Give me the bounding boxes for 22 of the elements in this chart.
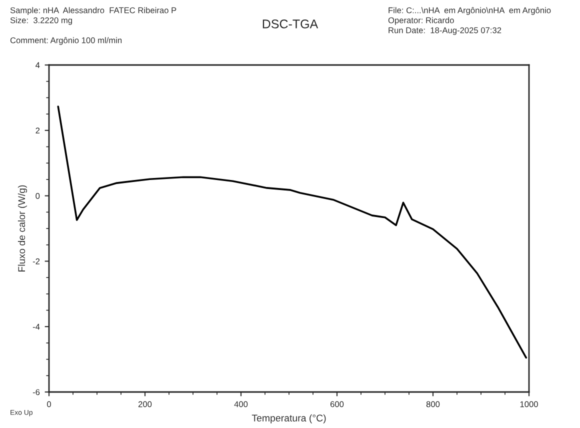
x-tick-label: 400	[234, 401, 248, 408]
y-tick-label: -2	[32, 258, 40, 264]
y-tick-label: 2	[36, 128, 40, 134]
x-tick-label: 1000	[520, 401, 538, 408]
y-tick-label: 4	[36, 62, 40, 68]
text: Comment: Argônio 100 ml/min	[10, 37, 122, 45]
text: Size: 3.2220 mg	[10, 17, 72, 25]
x-axis-title: Temperatura (°C)	[252, 414, 326, 424]
y-tick-label: -4	[32, 324, 40, 330]
x-tick-label: 200	[138, 401, 152, 408]
y-tick-label: -6	[32, 389, 40, 396]
line-series	[57, 106, 528, 359]
x-tick-label: 800	[426, 401, 440, 408]
chart-title: DSC-TGA	[262, 20, 318, 28]
text: File: C:...\nHA em Argônio\nHA em Argônio	[388, 7, 551, 15]
text: Run Date: 18-Aug-2025 07:32	[388, 27, 502, 35]
text: Operator: Ricardo	[388, 17, 454, 25]
y-tick-label: 0	[36, 193, 40, 199]
x-tick-label: 0	[47, 401, 51, 408]
text: Sample: nHA Alessandro FATEC Ribeirao P	[10, 7, 176, 15]
x-tick-label: 600	[330, 401, 344, 408]
y-axis-title: Fluxo de calor (W/g)	[18, 185, 28, 272]
